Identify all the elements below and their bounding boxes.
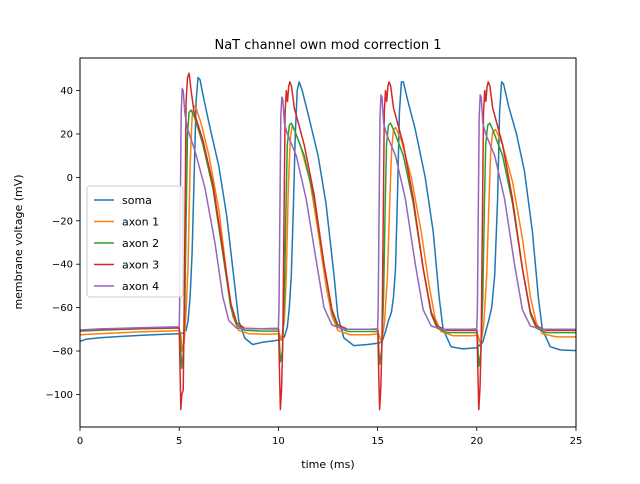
y-tick-label: −100 [46, 390, 73, 401]
x-tick-label: 5 [176, 436, 182, 447]
x-tick-label: 15 [371, 436, 384, 447]
series-line-axon-1 [80, 105, 576, 352]
y-tick-label: 0 [67, 173, 73, 184]
series-line-soma [80, 76, 576, 352]
legend-entry: axon 2 [122, 237, 159, 250]
y-tick-label: −80 [52, 347, 73, 358]
legend: soma axon 1 axon 2 axon 3 axon 4 [86, 185, 184, 298]
series-line-axon-4 [80, 87, 576, 331]
y-axis-label: membrane voltage (mV) [12, 174, 25, 309]
x-axis: 0 5 10 15 20 25 [77, 427, 583, 447]
y-tick-label: 20 [60, 129, 73, 140]
x-tick-label: 25 [570, 436, 583, 447]
series-layer [80, 72, 576, 411]
x-tick-label: 10 [272, 436, 285, 447]
legend-entry: axon 1 [122, 216, 159, 229]
y-tick-label: 40 [60, 86, 73, 97]
x-tick-label: 20 [470, 436, 483, 447]
y-tick-label: −20 [52, 216, 73, 227]
legend-entry: axon 3 [122, 259, 159, 272]
y-axis: −100 −80 −60 −40 −20 0 20 40 [46, 86, 80, 401]
plot-frame [79, 57, 577, 428]
y-tick-label: −60 [52, 303, 73, 314]
chart-title: NaT channel own mod correction 1 [214, 38, 441, 53]
legend-box [86, 185, 184, 298]
y-tick-label: −40 [52, 260, 73, 271]
legend-entry: soma [122, 194, 152, 207]
x-axis-label: time (ms) [301, 458, 354, 471]
x-tick-label: 0 [77, 436, 83, 447]
legend-entry: axon 4 [122, 280, 159, 293]
